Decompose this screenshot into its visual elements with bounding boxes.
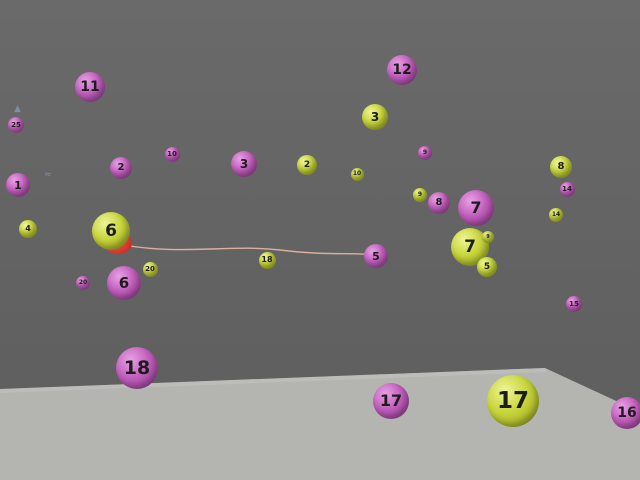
ball-pink[interactable]: 5: [364, 244, 388, 268]
floor-surface: [0, 368, 640, 480]
ball-yellow[interactable]: 17: [487, 375, 539, 427]
ball-pink[interactable]: 7: [458, 190, 494, 226]
ball-number: 6: [118, 273, 130, 292]
ball-number: 12: [392, 62, 412, 78]
ball-number: 10: [352, 170, 362, 177]
ball-number: 5: [372, 249, 380, 263]
ball-number: 6: [105, 220, 117, 241]
ball-pink[interactable]: 15: [566, 296, 582, 312]
ball-number: 4: [25, 224, 31, 233]
ball-yellow[interactable]: 6: [92, 212, 130, 250]
ball-yellow[interactable]: 18: [258, 251, 276, 269]
ball-yellow[interactable]: 8: [550, 156, 572, 178]
ball-pink[interactable]: 9: [418, 146, 432, 160]
ball-yellow[interactable]: 3: [362, 104, 388, 130]
ball-number: 25: [11, 120, 21, 129]
ball-number: 10: [167, 149, 177, 158]
ball-pink[interactable]: 12: [387, 55, 417, 85]
ball-number: 15: [569, 299, 579, 308]
ball-number: 9: [417, 191, 423, 198]
ball-number: 20: [145, 264, 155, 273]
ball-pink[interactable]: 8: [428, 192, 450, 214]
ball-number: 1: [14, 178, 22, 192]
ball-number: 7: [464, 236, 476, 257]
ball-number: 8: [435, 197, 443, 208]
small-debris-icon: ≈: [44, 170, 52, 180]
small-debris-icon: ▲: [14, 104, 21, 114]
ball-number: 9: [486, 233, 490, 240]
ball-number: 16: [617, 405, 637, 421]
ball-yellow[interactable]: 10: [350, 167, 364, 181]
ball-number: 18: [123, 356, 151, 379]
ball-number: 17: [496, 387, 529, 414]
ball-number: 18: [261, 255, 273, 264]
ball-number: 2: [117, 162, 125, 173]
ball-pink[interactable]: 18: [116, 347, 158, 389]
ball-pink[interactable]: 25: [8, 117, 24, 133]
ball-number: 3: [370, 110, 380, 124]
ball-number: 11: [80, 79, 100, 95]
ball-yellow[interactable]: 5: [477, 257, 497, 277]
ball-yellow[interactable]: 9: [482, 231, 494, 243]
ball-number: 14: [551, 211, 561, 218]
ball-number: 9: [422, 149, 428, 156]
ball-yellow[interactable]: 14: [549, 208, 563, 222]
ball-yellow[interactable]: 20: [142, 261, 158, 277]
ball-pink[interactable]: 6: [107, 266, 141, 300]
ball-number: 5: [483, 261, 491, 272]
ball-pink[interactable]: 16: [611, 397, 640, 429]
ball-pink[interactable]: 2: [110, 157, 132, 179]
ball-pink[interactable]: 14: [559, 181, 575, 197]
ball-pink[interactable]: 1: [6, 173, 30, 197]
ball-number: 7: [470, 198, 482, 217]
ball-link-line: [117, 243, 377, 256]
ball-number: 20: [78, 279, 88, 286]
ball-yellow[interactable]: 4: [19, 220, 37, 238]
ball-yellow[interactable]: 2: [297, 155, 317, 175]
ball-pink[interactable]: 17: [373, 383, 409, 419]
ball-number: 8: [557, 161, 565, 172]
ball-pink[interactable]: 10: [164, 146, 180, 162]
ball-number: 2: [303, 159, 311, 170]
ball-pink[interactable]: 3: [231, 151, 257, 177]
ball-pink[interactable]: 11: [75, 72, 105, 102]
ball-number: 3: [239, 157, 249, 171]
ball-pink[interactable]: 20: [76, 276, 90, 290]
ball-number: 17: [379, 391, 403, 410]
ball-number: 14: [562, 184, 572, 193]
ball-yellow[interactable]: 9: [413, 188, 427, 202]
